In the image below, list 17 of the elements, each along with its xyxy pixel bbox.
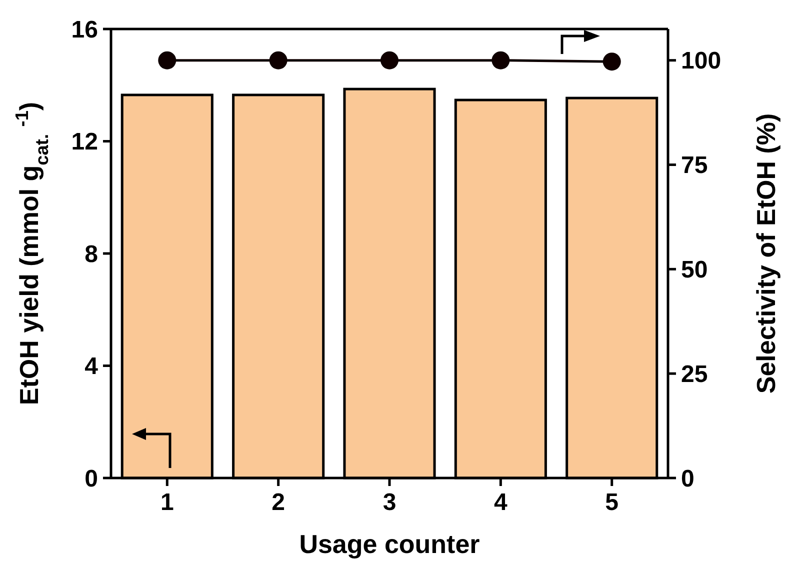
y-tick-label: 0 (84, 465, 98, 492)
y2-tick-label: 50 (681, 256, 708, 284)
y-tick-label: 8 (84, 240, 98, 268)
y-tick-label: 16 (71, 16, 98, 44)
x-tick-label: 3 (382, 489, 396, 516)
x-axis-title: Usage counter (299, 529, 480, 559)
x-tick-label: 4 (494, 489, 508, 516)
y-tick-label: 12 (71, 128, 98, 156)
y-tick-label: 4 (84, 353, 99, 380)
x-tick-label: 2 (272, 489, 285, 516)
x-tick-label: 1 (160, 489, 174, 516)
y2-tick-label: 25 (681, 360, 708, 388)
x-tick-label: 5 (605, 489, 619, 516)
y2-axis-title: Selectivity of EtOH (%) (751, 113, 781, 394)
y2-tick-label: 75 (681, 152, 708, 180)
y2-tick-label: 100 (681, 48, 722, 75)
y2-tick-label: 0 (681, 465, 694, 492)
